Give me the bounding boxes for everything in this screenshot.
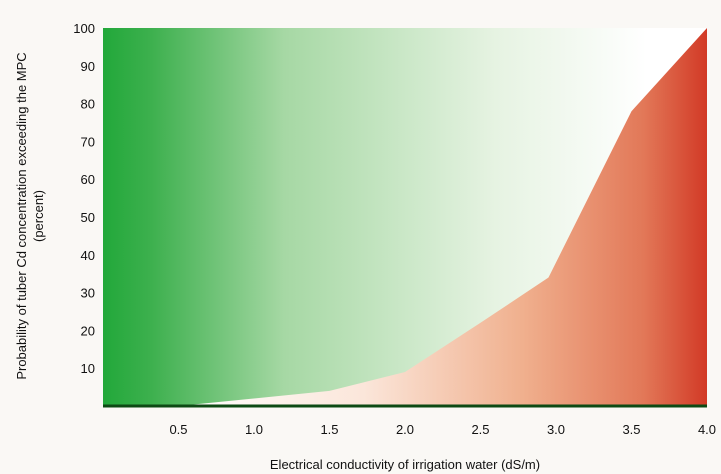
y-tick-label: 30 [81,286,95,301]
x-tick-label: 2.0 [396,422,414,437]
y-axis-label-line1: Probability of tuber Cd concentration ex… [14,52,29,379]
x-tick-label: 3.5 [622,422,640,437]
x-tick-label: 1.5 [320,422,338,437]
x-tick-label: 4.0 [698,422,716,437]
x-axis-label: Electrical conductivity of irrigation wa… [270,457,540,472]
y-tick-label: 90 [81,59,95,74]
x-axis-ticks: 0.5 1.0 1.5 2.0 2.5 3.0 3.5 4.0 [169,422,716,437]
x-tick-label: 3.0 [547,422,565,437]
x-tick-label: 0.5 [169,422,187,437]
x-tick-label: 2.5 [471,422,489,437]
y-axis-ticks: 10 20 30 40 50 60 70 80 90 100 [73,21,95,376]
y-tick-label: 70 [81,134,95,149]
y-tick-label: 80 [81,97,95,112]
risk-area [178,28,707,406]
y-axis-label-line2: (percent) [31,190,46,242]
y-tick-label: 40 [81,248,95,263]
x-tick-label: 1.0 [245,422,263,437]
y-tick-label: 10 [81,361,95,376]
y-tick-label: 60 [81,172,95,187]
y-tick-label: 100 [73,21,95,36]
y-tick-label: 50 [81,210,95,225]
y-tick-label: 20 [81,323,95,338]
